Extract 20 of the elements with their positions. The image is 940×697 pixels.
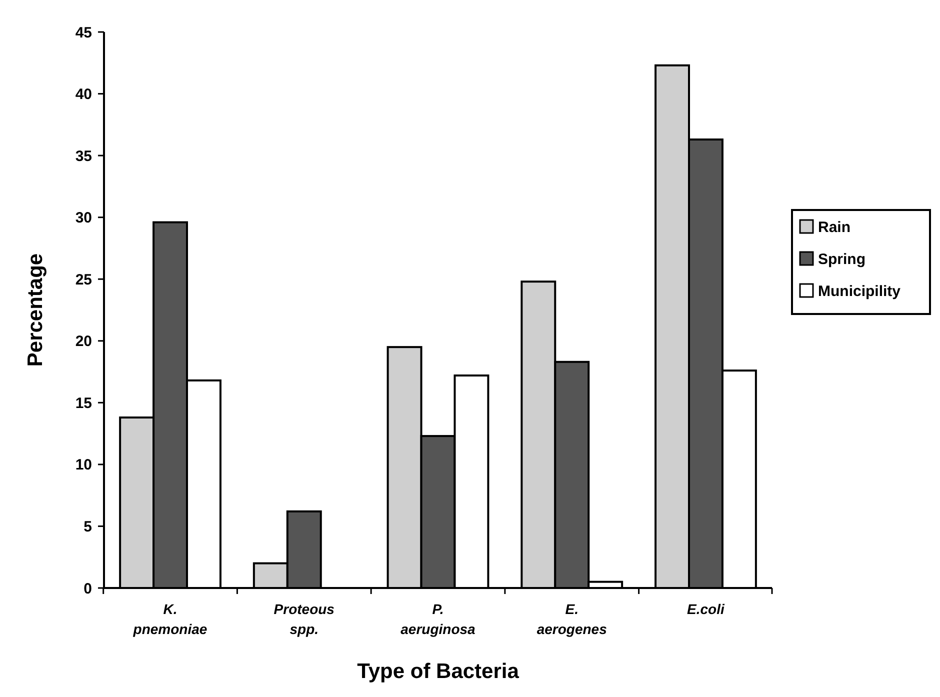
legend-label: Municipility bbox=[818, 283, 902, 300]
legend-label: Rain bbox=[818, 219, 851, 236]
y-tick-label: 25 bbox=[75, 271, 92, 288]
x-axis-title: Type of Bacteria bbox=[357, 660, 520, 683]
y-tick-label: 5 bbox=[84, 518, 92, 536]
y-tick-label: 45 bbox=[75, 24, 92, 42]
x-tick-label: P. aeruginosa bbox=[400, 601, 476, 637]
y-tick-label: 10 bbox=[75, 456, 92, 474]
legend-label: Spring bbox=[818, 251, 866, 268]
y-axis-title: Percentage bbox=[24, 253, 47, 367]
y-tick-label: 20 bbox=[75, 333, 92, 350]
y-tick-label: 0 bbox=[84, 580, 92, 598]
y-tick-label: 40 bbox=[75, 86, 92, 104]
x-tick-label: K. pnemoniae bbox=[132, 601, 208, 637]
y-tick-label: 30 bbox=[75, 210, 92, 227]
x-tick-label: E. aerogenes bbox=[536, 601, 608, 637]
x-tick-label: Proteous spp. bbox=[274, 601, 335, 637]
y-tick-label: 15 bbox=[75, 394, 92, 412]
x-tick-label: E.coli bbox=[687, 601, 726, 617]
y-tick-label: 35 bbox=[75, 148, 92, 165]
